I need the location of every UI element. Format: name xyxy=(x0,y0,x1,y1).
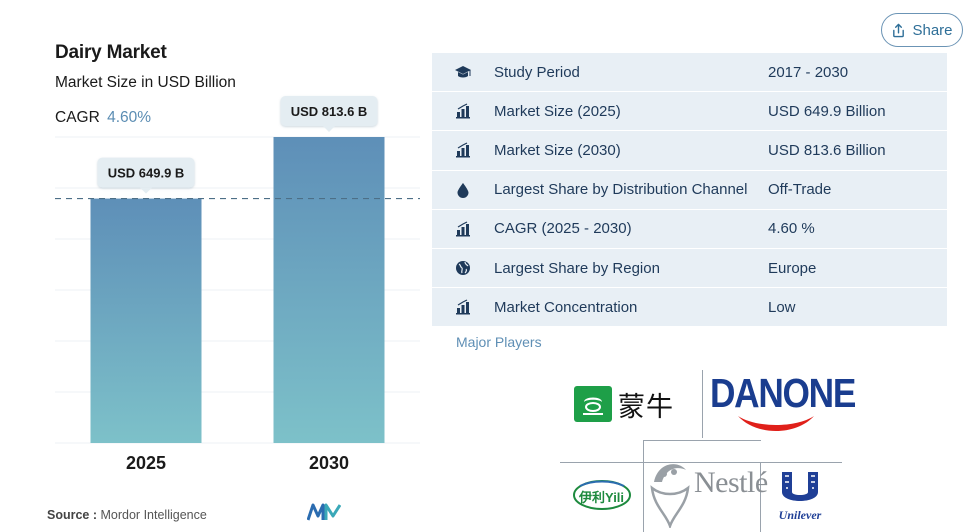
share-label: Share xyxy=(912,21,953,39)
chart-title: Dairy Market xyxy=(55,42,167,63)
table-row: Market Size (2030) USD 813.6 Billion xyxy=(432,131,947,171)
data-label: USD 813.6 B xyxy=(291,104,368,119)
table-row-value: Low xyxy=(768,298,796,316)
table-row-label: Largest Share by Region xyxy=(494,259,660,277)
logo-divider xyxy=(560,462,842,463)
mengniu-wordmark: 蒙牛 xyxy=(618,391,674,423)
table-row: Largest Share by Distribution Channel Of… xyxy=(432,170,947,210)
table-row: Study Period 2017 - 2030 xyxy=(432,53,947,93)
bar-chart-icon xyxy=(454,102,472,120)
cagr-value: 4.60% xyxy=(107,109,152,126)
share-button[interactable]: Share xyxy=(881,13,963,47)
graduation-cap-icon xyxy=(454,63,472,81)
logo-divider xyxy=(643,440,644,532)
bar-chart: USD 649.9 B USD 813.6 B 2025 2030 xyxy=(55,96,420,473)
x-tick-label: 2030 xyxy=(309,453,349,473)
mordor-intelligence-logo xyxy=(307,503,341,521)
danone-wordmark: DANONE xyxy=(710,370,856,416)
table-row-label: Largest Share by Distribution Channel xyxy=(494,181,748,199)
table-row: Largest Share by Region Europe xyxy=(432,248,947,289)
table-row-label: Market Size (2030) xyxy=(494,141,621,159)
table-row: CAGR (2025 - 2030) 4.60 % xyxy=(432,209,947,249)
nestle-nest-icon xyxy=(650,464,690,528)
table-row-value: 2017 - 2030 xyxy=(768,63,849,81)
source-name: Mordor Intelligence xyxy=(100,508,207,522)
data-label-box xyxy=(280,96,378,126)
unilever-u-icon xyxy=(782,472,818,501)
danone-logo: DANONE xyxy=(706,370,856,440)
mengniu-logo: 蒙牛 xyxy=(574,385,684,423)
data-label: USD 649.9 B xyxy=(108,166,185,181)
major-players-heading: Major Players xyxy=(456,334,542,350)
unilever-wordmark: Unilever xyxy=(778,508,822,522)
bar-2025 xyxy=(90,198,202,443)
nestle-wordmark: Nestlé xyxy=(694,466,768,499)
table-row-value: 4.60 % xyxy=(768,220,815,238)
logo-divider xyxy=(643,440,761,441)
logo-divider xyxy=(702,370,703,438)
market-snapshot-table: Study Period 2017 - 2030 Market Size (20… xyxy=(432,53,947,328)
yili-oval-icon xyxy=(573,480,631,510)
table-row-value: USD 649.9 Billion xyxy=(768,102,886,120)
unilever-logo: Unilever xyxy=(764,468,836,528)
bar-chart-icon xyxy=(454,298,472,316)
danone-smile-icon xyxy=(738,416,814,431)
data-label-box xyxy=(97,157,195,188)
drop-icon xyxy=(454,181,472,199)
logo-divider xyxy=(760,462,761,532)
table-row-value: Europe xyxy=(768,259,817,277)
source-prefix: Source : xyxy=(47,508,98,522)
table-row-value: Off-Trade xyxy=(768,181,832,199)
table-row-label: Market Size (2025) xyxy=(494,102,621,120)
chart-subtitle: Market Size in USD Billion xyxy=(55,74,236,91)
yili-wordmark: 伊利Yili xyxy=(579,490,625,505)
table-row: Market Concentration Low xyxy=(432,288,947,328)
bar-chart-icon xyxy=(454,220,472,238)
bar-chart-icon xyxy=(454,141,472,159)
data-labels-group: USD 649.9 B USD 813.6 B xyxy=(97,96,378,194)
table-row: Market Size (2025) USD 649.9 Billion xyxy=(432,92,947,132)
table-row-label: Study Period xyxy=(494,63,580,81)
data-label-pointer xyxy=(323,126,335,132)
source-note: Source : Mordor Intelligence xyxy=(47,508,207,522)
cagr-line: CAGR 4.60% xyxy=(55,109,151,127)
globe-icon xyxy=(454,259,472,277)
table-row-label: Market Concentration xyxy=(494,298,638,316)
bars-group xyxy=(90,137,385,443)
data-label-pointer xyxy=(140,187,152,194)
table-row-value: USD 813.6 Billion xyxy=(768,141,886,159)
table-row-label: CAGR (2025 - 2030) xyxy=(494,220,632,238)
nestle-logo: Nestlé xyxy=(648,450,768,532)
x-tick-label: 2025 xyxy=(126,453,166,473)
bar-2030 xyxy=(273,137,385,443)
x-tick-labels: 2025 2030 xyxy=(126,453,349,473)
yili-logo: 伊利Yili xyxy=(572,478,632,512)
mengniu-emblem-icon xyxy=(574,386,612,422)
cagr-label: CAGR xyxy=(55,109,100,126)
share-icon xyxy=(893,23,905,37)
